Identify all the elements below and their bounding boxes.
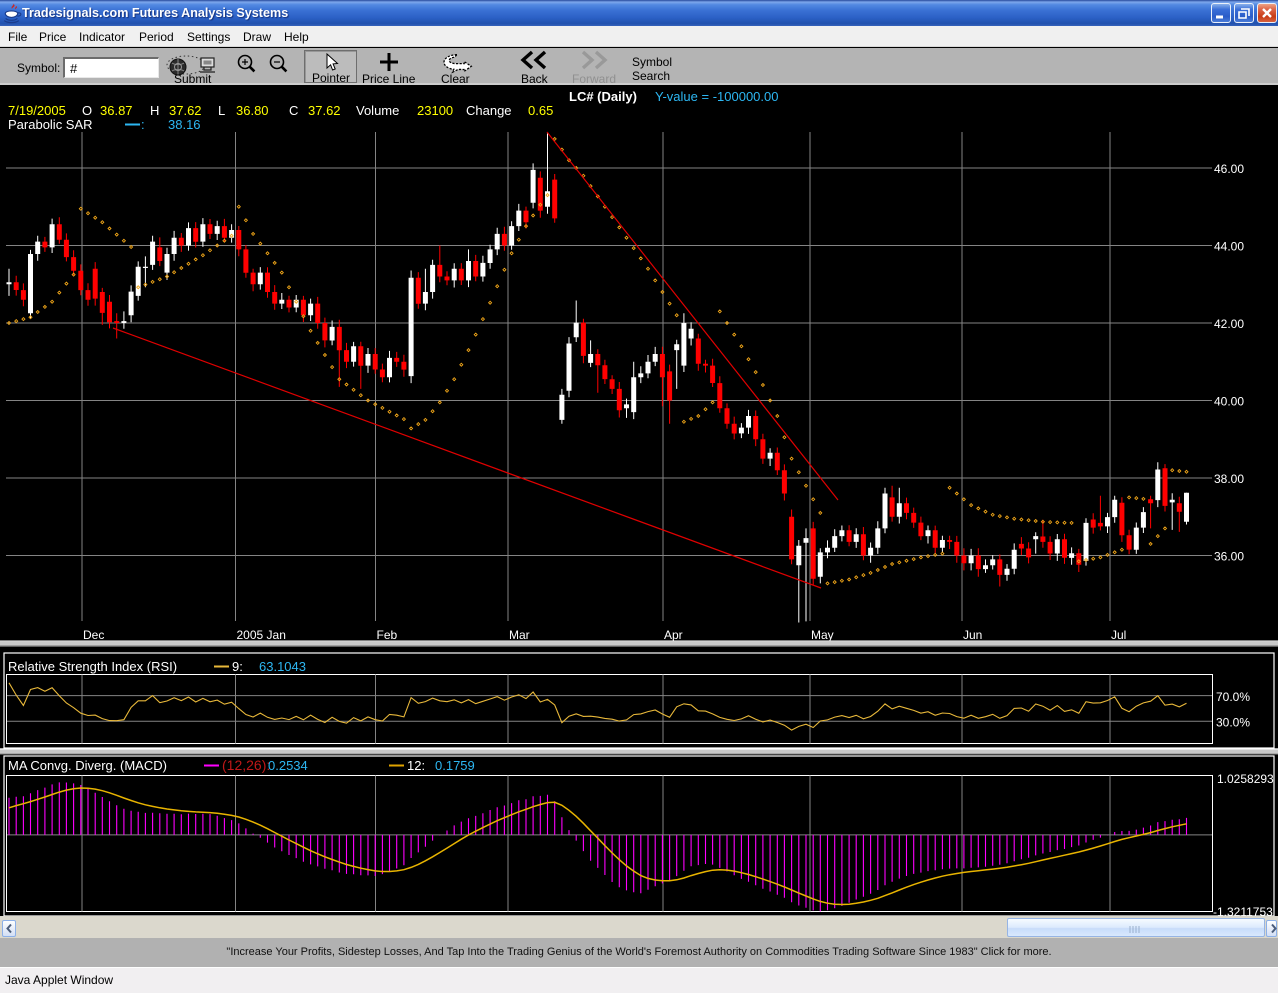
svg-text:(12,26):: (12,26): [222, 757, 270, 773]
svg-text:Dec: Dec [83, 628, 104, 642]
svg-text:23100: 23100 [417, 103, 453, 118]
svg-text:0.65: 0.65 [528, 103, 553, 118]
svg-text:0.1759: 0.1759 [435, 758, 475, 773]
svg-text:May: May [811, 628, 834, 642]
svg-text:36.87: 36.87 [100, 103, 133, 118]
svg-text:37.62: 37.62 [169, 103, 202, 118]
svg-text:70.0%: 70.0% [1216, 690, 1250, 704]
svg-text:LC# (Daily): LC# (Daily) [569, 89, 637, 104]
svg-text:7/19/2005: 7/19/2005 [8, 103, 66, 118]
svg-text:1.0258293: 1.0258293 [1217, 772, 1274, 786]
svg-text:Relative Strength Index (RSI): Relative Strength Index (RSI) [8, 659, 177, 674]
svg-text:L: L [218, 103, 225, 118]
svg-text:12:: 12: [407, 758, 425, 773]
svg-text:Apr: Apr [664, 628, 683, 642]
svg-text:46.00: 46.00 [1214, 162, 1244, 176]
svg-text:C: C [289, 103, 298, 118]
svg-text:Mar: Mar [509, 628, 530, 642]
svg-text:37.62: 37.62 [308, 103, 341, 118]
svg-text:44.00: 44.00 [1214, 240, 1244, 254]
svg-text:40.00: 40.00 [1214, 395, 1244, 409]
svg-text:Jun: Jun [963, 628, 982, 642]
svg-text:38.16: 38.16 [168, 117, 201, 132]
svg-text::: : [141, 117, 145, 132]
svg-text:30.0%: 30.0% [1216, 716, 1250, 730]
svg-text:Change: Change [466, 103, 512, 118]
svg-text:O: O [82, 103, 92, 118]
svg-text:63.1043: 63.1043 [259, 659, 306, 674]
svg-text:MA Convg. Diverg. (MACD): MA Convg. Diverg. (MACD) [8, 758, 167, 773]
svg-text:Y-value = -100000.00: Y-value = -100000.00 [655, 89, 778, 104]
svg-text:Feb: Feb [377, 628, 398, 642]
svg-text:Parabolic SAR: Parabolic SAR [8, 117, 93, 132]
svg-text:42.00: 42.00 [1214, 317, 1244, 331]
svg-text:Volume: Volume [356, 103, 399, 118]
svg-text:9:: 9: [232, 659, 243, 674]
svg-text:-1.3211753: -1.3211753 [1213, 905, 1273, 917]
svg-text:38.00: 38.00 [1214, 472, 1244, 486]
svg-text:Jul: Jul [1111, 628, 1126, 642]
svg-text:H: H [150, 103, 159, 118]
svg-text:0.2534: 0.2534 [268, 758, 308, 773]
svg-text:2005 Jan: 2005 Jan [237, 628, 286, 642]
svg-text:36.00: 36.00 [1214, 550, 1244, 564]
svg-text:36.80: 36.80 [236, 103, 269, 118]
